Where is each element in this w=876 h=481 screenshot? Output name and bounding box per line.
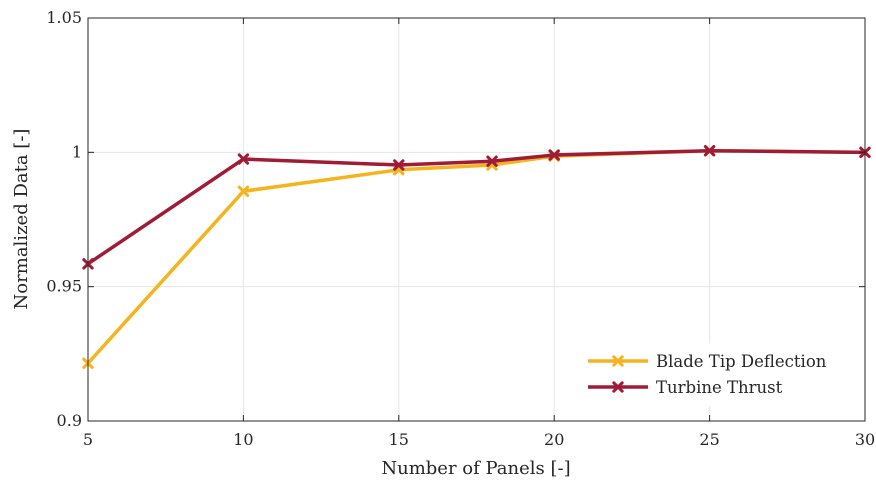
data-point-marker	[548, 149, 560, 161]
y-axis-label: Normalized Data [-]	[11, 129, 32, 310]
series-2	[82, 145, 871, 270]
x-tick-label: 25	[699, 430, 719, 449]
data-point-marker	[237, 153, 250, 165]
data-point-marker	[393, 159, 405, 171]
x-tick-label: 15	[389, 430, 409, 449]
x-axis-ticks: 5 10 15 20 25 30	[83, 18, 875, 449]
data-point-marker	[703, 145, 716, 157]
y-tick-label: 0.95	[46, 277, 82, 296]
y-axis-ticks: 0.9 0.95 1 1.05	[46, 8, 865, 430]
y-tick-label: 0.9	[57, 411, 82, 430]
legend-box	[577, 343, 855, 407]
legend: Blade Tip Deflection Turbine Thrust	[577, 343, 855, 407]
legend-label: Blade Tip Deflection	[656, 352, 827, 371]
x-axis-label: Number of Panels [-]	[381, 458, 570, 479]
plot-frame	[87, 17, 866, 422]
y-tick-label: 1.05	[46, 8, 82, 27]
legend-marker	[612, 355, 624, 367]
x-tick-label: 10	[233, 430, 253, 449]
y-tick-label: 1	[72, 142, 82, 161]
series-layer	[82, 145, 871, 369]
legend-marker	[612, 381, 624, 393]
x-tick-label: 5	[83, 430, 93, 449]
data-point-marker	[486, 155, 498, 167]
data-point-marker	[237, 185, 250, 197]
legend-label: Turbine Thrust	[656, 378, 783, 397]
x-tick-label: 20	[544, 430, 564, 449]
x-tick-label: 30	[855, 430, 875, 449]
